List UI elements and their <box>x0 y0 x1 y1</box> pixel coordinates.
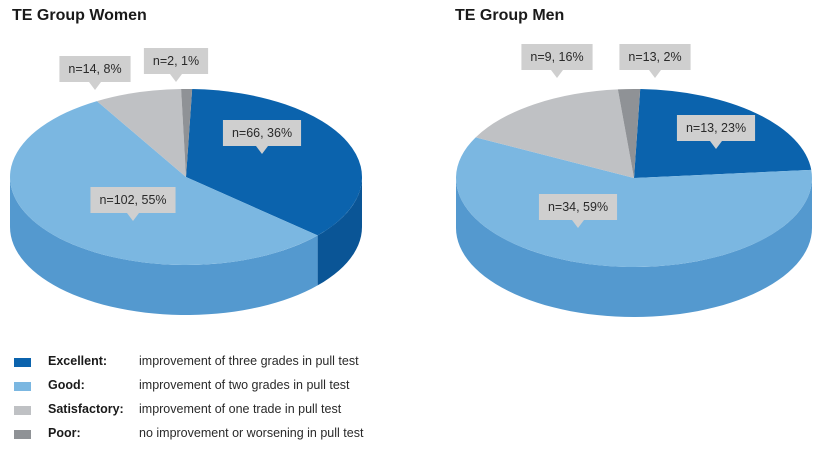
data-label-women-excellent: n=66, 36% <box>222 120 302 154</box>
data-label-pointer <box>127 213 139 221</box>
data-label-box <box>538 194 618 220</box>
data-label-men-satisfactory: n=9, 16% <box>521 44 593 78</box>
data-label-text: n=102, 55% <box>99 193 166 207</box>
legend-description: improvement of two grades in pull test <box>139 378 350 392</box>
data-label-box <box>521 44 593 70</box>
data-label-text: n=2, 1% <box>153 54 199 68</box>
pie-women-slice-satisfactory <box>96 89 186 177</box>
data-label-men-excellent: n=13, 23% <box>676 115 756 149</box>
data-label-text: n=66, 36% <box>232 126 292 140</box>
data-label-text: n=9, 16% <box>530 50 583 64</box>
pie-men-slice-satisfactory <box>475 89 634 178</box>
charts-area: TE Group Women TE Group Men n=66, 36% n=1… <box>10 7 813 317</box>
data-label-pointer <box>710 141 722 149</box>
pie-women-side-excellent <box>317 177 362 286</box>
legend-name: Excellent: <box>48 354 108 368</box>
data-label-box <box>619 44 691 70</box>
data-label-women-satisfactory: n=14, 8% <box>59 56 131 90</box>
data-label-pointer <box>551 70 563 78</box>
pie-women-slice-poor <box>181 88 193 177</box>
pie-chart-men: n=13, 23% n=34, 59% n=9, 16% n=13, 2% <box>456 44 813 317</box>
chart-title-women: TE Group Women <box>12 7 147 24</box>
legend-name: Satisfactory: <box>48 402 124 416</box>
legend-swatch-excellent <box>14 358 31 367</box>
pie-women-side-good <box>10 177 318 315</box>
legend-description: improvement of three grades in pull test <box>139 354 359 368</box>
legend-swatch-poor <box>14 430 31 439</box>
data-label-text: n=13, 23% <box>686 121 746 135</box>
legend-swatch-satisfactory <box>14 406 31 415</box>
data-label-text: n=13, 2% <box>628 50 681 64</box>
data-label-pointer <box>170 74 182 82</box>
pie-women-slice-good <box>10 101 318 266</box>
data-label-pointer <box>572 220 584 228</box>
data-label-pointer <box>649 70 661 78</box>
data-label-box <box>676 115 756 141</box>
pie-men-slice-poor <box>617 88 641 178</box>
legend-description: improvement of one trade in pull test <box>139 402 342 416</box>
legend-name: Poor: <box>48 426 81 440</box>
legend-description: no improvement or worsening in pull test <box>139 426 364 440</box>
data-label-text: n=14, 8% <box>68 62 121 76</box>
data-label-men-good: n=34, 59% <box>538 194 618 228</box>
legend-swatch-good <box>14 382 31 391</box>
data-label-text: n=34, 59% <box>548 200 608 214</box>
data-label-pointer <box>89 82 101 90</box>
chart-title-men: TE Group Men <box>455 7 564 24</box>
pie-chart-women: n=66, 36% n=102, 55% n=14, 8% n=2, 1% <box>10 48 363 315</box>
data-label-pointer <box>256 146 268 154</box>
data-label-box <box>90 187 176 213</box>
data-label-women-poor: n=2, 1% <box>143 48 209 82</box>
data-label-women-good: n=102, 55% <box>90 187 176 221</box>
data-label-box <box>143 48 209 74</box>
legend-name: Good: <box>48 378 85 392</box>
data-label-men-poor: n=13, 2% <box>619 44 691 78</box>
pie-men-side-good <box>456 178 812 317</box>
pie-men-slice-good <box>456 137 813 267</box>
data-label-box <box>222 120 302 146</box>
data-label-box <box>59 56 131 82</box>
